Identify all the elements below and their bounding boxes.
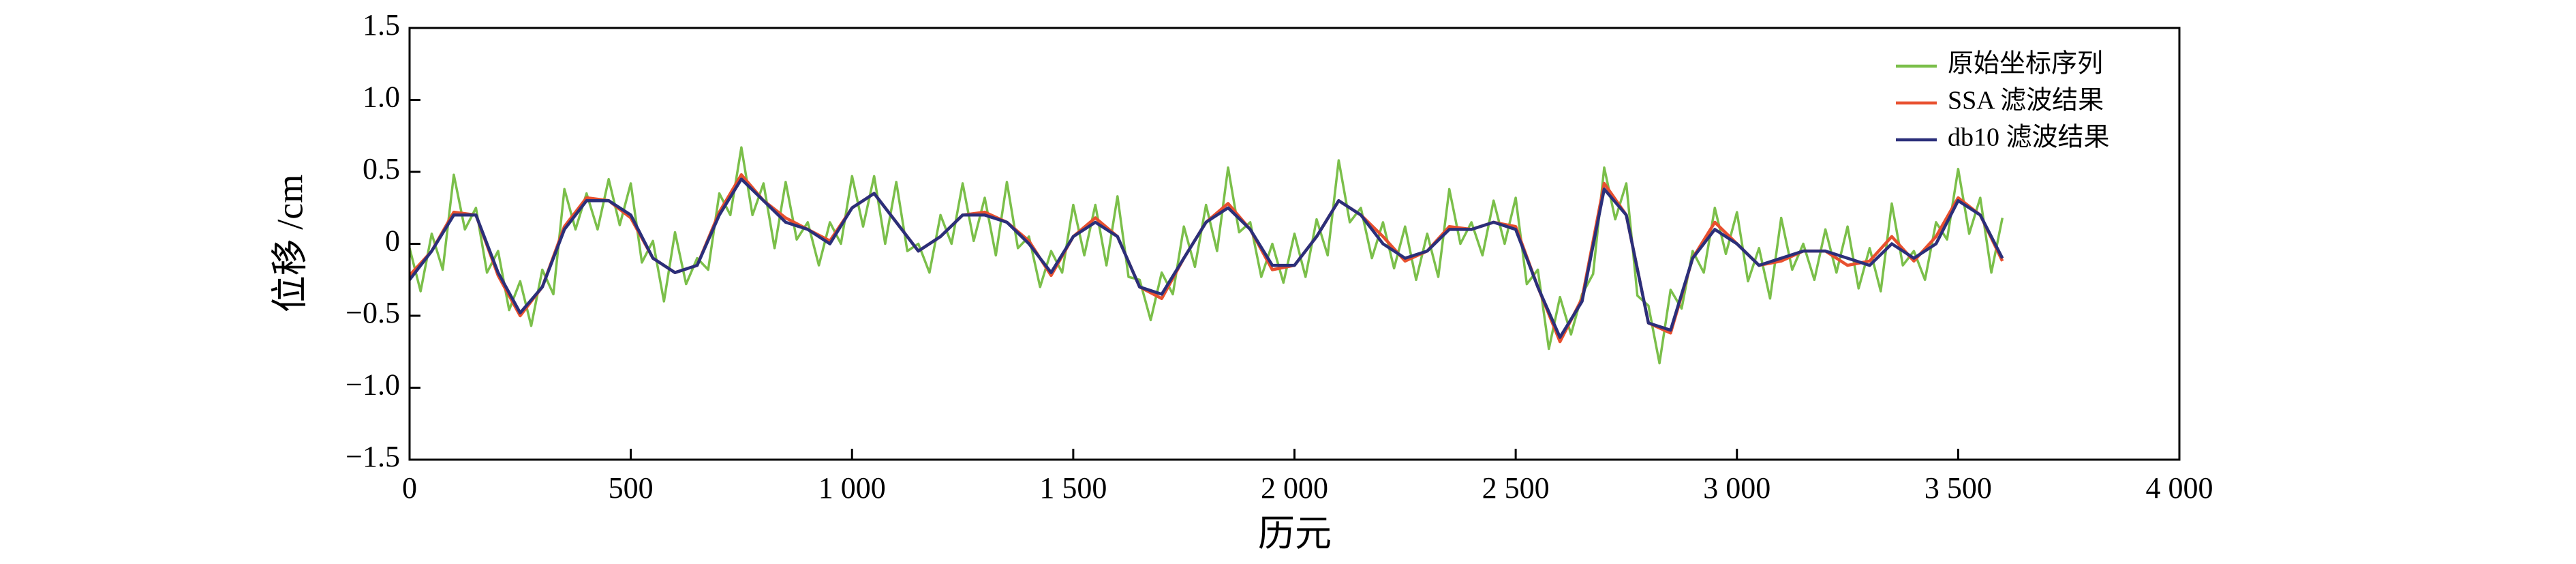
y-tick-label: −1.5 [346, 440, 400, 473]
x-tick-label: 0 [402, 471, 417, 505]
y-tick-label: 1.5 [363, 8, 400, 42]
x-tick-label: 3 500 [1925, 471, 1992, 505]
x-tick-label: 1 500 [1039, 471, 1107, 505]
y-axis-label: 位移 /cm [269, 175, 310, 312]
plot-frame [408, 27, 2181, 461]
y-tick-label: 0 [385, 224, 400, 258]
series-line [410, 177, 2004, 339]
x-tick-label: 3 000 [1703, 471, 1770, 505]
series-line [410, 173, 2004, 344]
x-tick-label: 1 000 [818, 471, 886, 505]
legend-label: db10 滤波结果 [1948, 123, 2110, 152]
series-line [410, 146, 2004, 365]
x-tick-label: 2 000 [1261, 471, 1328, 505]
y-tick-label: −0.5 [346, 296, 400, 329]
legend-label: 原始坐标序列 [1948, 50, 2103, 78]
y-tick-label: 1.0 [363, 80, 400, 114]
y-tick-label: 0.5 [363, 152, 400, 185]
x-tick-label: 500 [609, 471, 654, 505]
y-tick-label: −1.0 [346, 368, 400, 402]
x-tick-label: 4 000 [2146, 471, 2213, 505]
x-axis-label: 历元 [1258, 513, 1332, 554]
legend-label: SSA 滤波结果 [1948, 87, 2104, 115]
x-tick-label: 2 500 [1482, 471, 1550, 505]
